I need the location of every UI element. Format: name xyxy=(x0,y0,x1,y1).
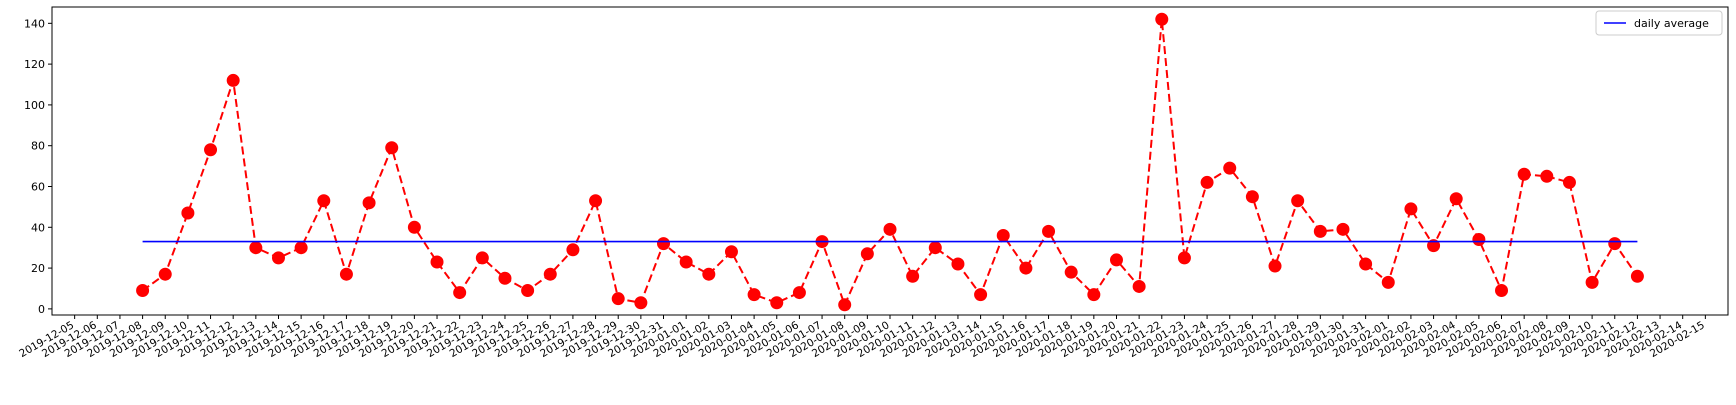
data-point xyxy=(770,296,784,310)
data-point xyxy=(860,247,874,261)
data-point xyxy=(702,267,716,281)
data-point xyxy=(906,269,920,283)
data-point xyxy=(1359,257,1373,271)
data-point xyxy=(1404,202,1418,216)
data-point xyxy=(339,267,353,281)
data-point xyxy=(1313,224,1327,238)
data-point xyxy=(883,222,897,236)
data-point xyxy=(928,241,942,255)
data-point xyxy=(1042,224,1056,238)
data-point xyxy=(1132,279,1146,293)
data-point xyxy=(1223,161,1237,175)
data-point xyxy=(1109,253,1123,267)
data-point xyxy=(249,241,263,255)
data-point xyxy=(1562,175,1576,189)
data-point xyxy=(475,251,489,265)
data-point xyxy=(1155,12,1169,26)
data-point xyxy=(317,194,331,208)
data-point xyxy=(679,255,693,269)
y-tick-label: 100 xyxy=(24,99,45,112)
data-point xyxy=(1427,239,1441,253)
data-point xyxy=(1064,265,1078,279)
data-point xyxy=(951,257,965,271)
series-layer xyxy=(136,12,1644,312)
data-point xyxy=(385,141,399,155)
data-point xyxy=(181,206,195,220)
data-point xyxy=(226,73,240,87)
y-tick-label: 140 xyxy=(24,17,45,30)
x-axis: 2019-12-052019-12-062019-12-072019-12-08… xyxy=(17,315,1707,360)
axes-frame xyxy=(51,6,1729,316)
data-point xyxy=(611,292,625,306)
y-tick-label: 0 xyxy=(38,303,45,316)
data-point xyxy=(566,243,580,257)
y-tick-label: 40 xyxy=(31,221,45,234)
data-point xyxy=(974,288,988,302)
data-point xyxy=(1087,288,1101,302)
data-point xyxy=(1336,222,1350,236)
data-point xyxy=(724,245,738,259)
data-point xyxy=(747,288,761,302)
axes-border xyxy=(51,6,1729,316)
data-point xyxy=(136,284,150,298)
data-point xyxy=(634,296,648,310)
data-point xyxy=(1585,275,1599,289)
y-axis: 0 20 40 60 80 100 120 140 xyxy=(24,17,52,316)
data-point xyxy=(1540,169,1554,183)
data-point xyxy=(1268,259,1282,273)
data-point xyxy=(1291,194,1305,208)
legend-box xyxy=(1595,10,1723,36)
data-point xyxy=(362,196,376,210)
data-point xyxy=(521,284,535,298)
data-point xyxy=(792,286,806,300)
data-point xyxy=(204,143,218,157)
y-tick-label: 20 xyxy=(31,262,45,275)
data-point xyxy=(1019,261,1033,275)
data-point xyxy=(498,271,512,285)
data-point xyxy=(657,237,671,251)
data-point xyxy=(407,220,421,234)
data-point xyxy=(543,267,557,281)
data-point xyxy=(1200,175,1214,189)
data-point xyxy=(1630,269,1644,283)
legend: daily average xyxy=(1595,10,1723,36)
y-tick-label: 60 xyxy=(31,180,45,193)
data-point xyxy=(1177,251,1191,265)
y-tick-label: 80 xyxy=(31,140,45,153)
legend-label: daily average xyxy=(1634,17,1709,30)
data-point xyxy=(1472,233,1486,247)
data-point xyxy=(453,286,467,300)
data-point xyxy=(996,228,1010,242)
data-point xyxy=(1449,192,1463,206)
series-line-dashed xyxy=(142,19,1639,308)
data-point xyxy=(430,255,444,269)
data-point xyxy=(158,267,172,281)
y-tick-label: 120 xyxy=(24,58,45,71)
data-point xyxy=(1517,167,1531,181)
data-point xyxy=(1608,237,1622,251)
data-point xyxy=(294,241,308,255)
data-point xyxy=(1495,284,1509,298)
data-point xyxy=(271,251,285,265)
data-point xyxy=(589,194,603,208)
data-point xyxy=(838,298,852,312)
data-point xyxy=(1381,275,1395,289)
data-point xyxy=(1245,190,1259,204)
